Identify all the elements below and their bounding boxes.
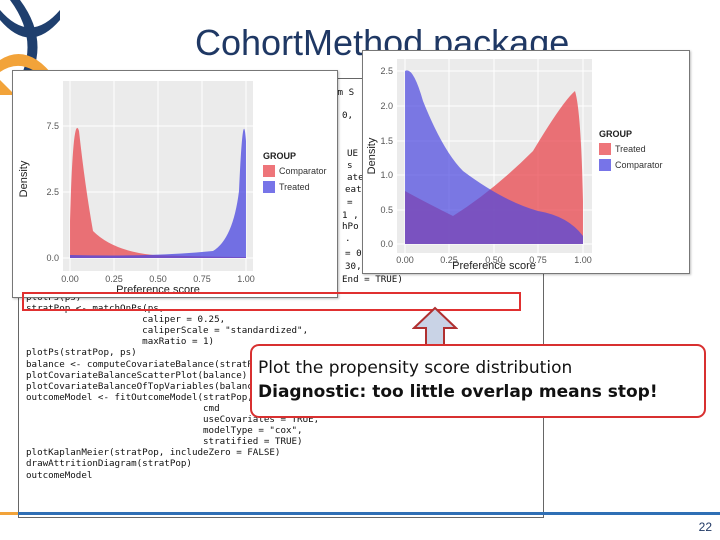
x-tick-label: 1.00 [574, 255, 592, 265]
legend-title: GROUP [263, 151, 296, 161]
code-line: useCovariates = TRUE, [26, 414, 320, 426]
code-line: outcomeModel <- fitOutcomeModel(stratPop… [26, 391, 253, 403]
code-fragment: ate [347, 172, 364, 183]
code-fragment: = [347, 197, 353, 208]
code-fragment: hPo [342, 221, 359, 232]
code-line: drawAttritionDiagram(stratPop) [26, 458, 192, 470]
code-line: caliperScale = "standardized", [26, 325, 309, 337]
y-tick-label: 0.0 [380, 239, 393, 249]
x-tick-label: 0.50 [485, 255, 503, 265]
code-fragment: eat [345, 184, 362, 195]
code-fragment: . [345, 233, 351, 244]
code-fragment: 30, [345, 261, 362, 272]
x-tick-label: 0.00 [61, 274, 79, 284]
code-line: cmd [26, 402, 220, 414]
plotps-highlight-box [22, 292, 521, 311]
legend-swatch-treated [263, 181, 275, 193]
code-line: plotKaplanMeier(stratPop, includeZero = … [26, 447, 281, 459]
x-tick-label: 0.75 [529, 255, 547, 265]
x-tick-label: 0.50 [149, 274, 167, 284]
y-tick-label: 7.5 [46, 121, 59, 131]
code-line: outcomeModel [26, 469, 93, 481]
y-tick-label: 2.0 [380, 101, 393, 111]
legend-swatch-comparator [599, 159, 611, 171]
legend-label: Comparator [279, 166, 327, 176]
x-tick-label: 0.75 [193, 274, 211, 284]
y-tick-label: 2.5 [46, 187, 59, 197]
legend-label: Treated [279, 182, 310, 192]
code-line: plotCovariateBalanceOfTopVariables(balan… [26, 380, 264, 392]
y-tick-label: 2.5 [380, 66, 393, 76]
treated-density-area [70, 128, 246, 258]
y-tick-label: 0.0 [46, 253, 59, 263]
code-line: modelType = "cox", [26, 425, 303, 437]
comparator-density-area [405, 91, 583, 244]
y-tick-label: 1.0 [380, 170, 393, 180]
code-fragment: 1 , [342, 210, 359, 221]
y-tick-label: 0.5 [380, 205, 393, 215]
comparator-density-area [70, 127, 246, 259]
code-line: plotPs(stratPop, ps) [26, 347, 137, 359]
legend-label: Treated [615, 144, 646, 154]
code-line: maxRatio = 1) [26, 336, 215, 348]
y-tick-label: 1.5 [380, 136, 393, 146]
x-axis-label: Preference score [452, 260, 536, 272]
legend-label: Comparator [615, 160, 663, 170]
code-fragment: UE [347, 148, 359, 159]
code-line: caliper = 0.25, [26, 314, 226, 326]
ps-plot-poor-overlap: 0.0 2.5 7.5 0.00 0.25 0.50 0.75 1.00 Pre… [12, 70, 338, 298]
footer-accent [0, 512, 18, 515]
code-fragment: = 0 [345, 248, 362, 259]
callout-line-2: Diagnostic: too little overlap means sto… [258, 382, 658, 402]
x-tick-label: 0.00 [396, 255, 414, 265]
footer-divider [0, 512, 720, 515]
x-tick-label: 0.25 [105, 274, 123, 284]
callout-line-1: Plot the propensity score distribution [258, 358, 573, 378]
code-fragment: 0, [342, 110, 354, 121]
code-fragment: s [347, 160, 353, 171]
y-axis-label: Density [18, 160, 30, 197]
legend-swatch-comparator [263, 165, 275, 177]
treated-density-area [405, 70, 583, 244]
page-number: 22 [698, 520, 712, 534]
legend-title: GROUP [599, 129, 632, 139]
x-tick-label: 0.25 [440, 255, 458, 265]
ps-plot-good-overlap: 0.0 0.5 1.0 1.5 2.0 2.5 0.00 0.25 0.50 0… [362, 50, 690, 274]
x-tick-label: 1.00 [237, 274, 255, 284]
code-line: stratPop <- matchOnPs(ps, [26, 303, 165, 315]
code-line: stratified = TRUE) [26, 436, 303, 448]
code-fragment: End = TRUE) [342, 274, 403, 285]
legend-swatch-treated [599, 143, 611, 155]
code-listing: plotPs(ps) stratPop <- matchOnPs(ps, cal… [26, 292, 319, 481]
code-line: plotCovariateBalanceScatterPlot(balance) [26, 369, 248, 381]
y-axis-label: Density [366, 137, 378, 174]
callout-box: Plot the propensity score distribution D… [250, 344, 706, 418]
